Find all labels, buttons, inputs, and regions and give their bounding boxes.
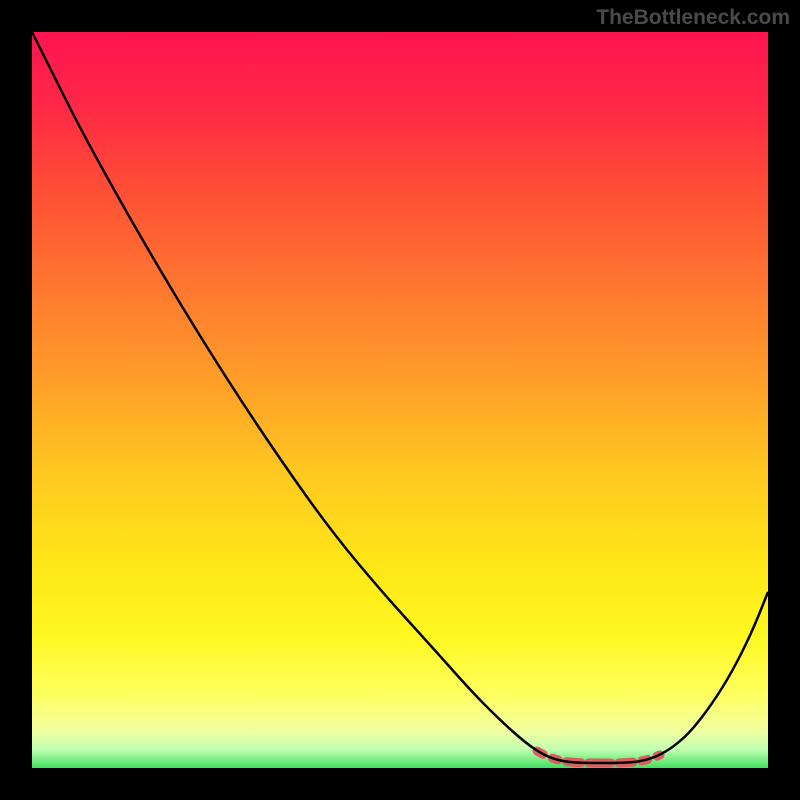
watermark-text: TheBottleneck.com — [596, 6, 790, 30]
bottleneck-curve — [32, 32, 768, 763]
chart-area — [32, 32, 768, 768]
curve-layer — [32, 32, 768, 768]
